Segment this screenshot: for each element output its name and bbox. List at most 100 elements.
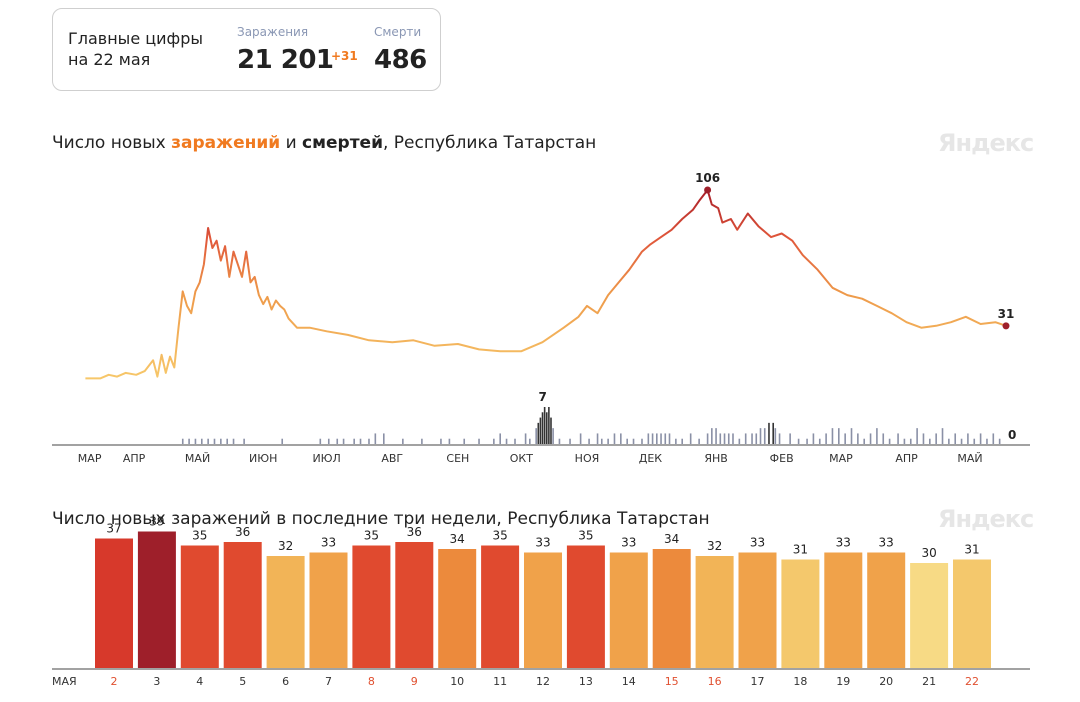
deaths-bar	[213, 438, 216, 444]
bar-category-label: 14	[622, 675, 636, 688]
x-tick-label: СЕН	[446, 452, 469, 465]
day-bar	[738, 552, 777, 668]
x-tick-label: ИЮН	[249, 452, 277, 465]
deaths-bar	[755, 433, 758, 444]
deaths-bar	[200, 438, 203, 444]
deaths-bar	[188, 438, 190, 444]
bar-category-label: 11	[493, 675, 507, 688]
bar-category-label: 2	[111, 675, 118, 688]
deaths-bar	[539, 417, 542, 444]
x-tick-label: ДЕК	[639, 452, 663, 465]
deaths-bar	[948, 438, 950, 444]
day-bar	[652, 549, 691, 668]
summary-title-line1: Главные цифры	[68, 29, 203, 48]
day-bar	[524, 552, 562, 668]
day-bar	[223, 542, 262, 668]
day-bar	[867, 552, 906, 668]
deaths-bar	[402, 438, 404, 444]
deaths-bar	[600, 438, 603, 444]
bar-value-label: 35	[492, 529, 507, 543]
deaths-bar	[774, 428, 777, 444]
deaths-bar	[181, 438, 184, 444]
deaths-bar	[220, 438, 222, 444]
x-tick-label: ФЕВ	[770, 452, 794, 465]
bar-category-label: 21	[922, 675, 936, 688]
annotation-dot-1	[1002, 322, 1010, 330]
deaths-bar	[353, 438, 355, 444]
deaths-bar	[751, 433, 753, 444]
deaths-bar	[243, 438, 245, 444]
deaths-bar	[359, 438, 362, 444]
deaths-bar	[723, 433, 726, 444]
deaths-bar	[850, 428, 853, 444]
day-bar	[395, 542, 434, 668]
annotation-label-1: 31	[998, 307, 1015, 321]
bar-value-label: 34	[664, 532, 679, 546]
day-bar	[352, 545, 391, 668]
deaths-bar	[569, 438, 571, 444]
deaths-bar	[954, 433, 957, 444]
deaths-bar	[319, 438, 322, 444]
deaths-bar	[499, 433, 501, 444]
x-tick-label: МАЙ	[957, 452, 982, 465]
bar-value-label: 33	[535, 536, 550, 550]
deaths-bar	[281, 438, 284, 444]
chart1-title-infections: заражений	[171, 133, 281, 153]
bar-value-label: 36	[407, 525, 422, 539]
bar-category-label: 3	[153, 675, 160, 688]
day-bar	[180, 545, 219, 668]
bar-value-label: 31	[793, 543, 808, 557]
month-label: МАЯ	[52, 675, 77, 688]
deaths-bar	[818, 438, 821, 444]
day-bar	[481, 545, 520, 668]
deaths-bar	[960, 438, 963, 444]
deaths-bar	[838, 428, 840, 444]
chart1-title-prefix: Число новых	[52, 133, 172, 153]
deaths-bar	[607, 438, 609, 444]
deaths-bar	[844, 433, 846, 444]
deaths-bar	[550, 417, 552, 444]
deaths-bar	[738, 438, 741, 444]
deaths-bar	[514, 438, 516, 444]
deaths-bar	[548, 407, 550, 444]
deaths-bar	[342, 438, 345, 444]
deaths-bar	[336, 438, 339, 444]
day-bar	[309, 552, 348, 668]
bar-value-label: 33	[836, 536, 851, 550]
day-bar	[438, 549, 477, 668]
bar-value-label: 36	[235, 525, 250, 539]
bar-category-label: 22	[965, 675, 979, 688]
deaths-bar	[935, 433, 937, 444]
deaths-bar	[537, 422, 540, 444]
bar-category-label: 5	[239, 675, 246, 688]
bar-value-label: 32	[278, 539, 293, 553]
day-bar	[566, 545, 605, 668]
deaths-bar	[909, 438, 912, 444]
deaths-bar	[882, 433, 885, 444]
bar-value-label: 37	[106, 522, 121, 536]
deaths-label: Смерти	[374, 25, 422, 39]
deaths-bar	[478, 438, 480, 444]
bar-category-label: 15	[665, 675, 679, 688]
three-weeks-bar-chart: 37 2 39 3 35 4 36 5 32 6 33 7 35 8 36 9 34 10 35 11 33 12 35 13…	[52, 515, 1030, 688]
deaths-bar	[668, 433, 671, 444]
x-tick-label: АПР	[895, 452, 918, 465]
deaths-bar	[732, 433, 734, 444]
deaths-bar	[232, 438, 235, 444]
bar-value-label: 33	[879, 536, 894, 550]
deaths-bar	[929, 438, 931, 444]
deaths-bar	[647, 433, 650, 444]
deaths-bar	[664, 433, 667, 444]
deaths-bar	[806, 438, 808, 444]
deaths-bar	[552, 428, 554, 444]
deaths-bar	[992, 433, 995, 444]
bar-category-label: 10	[450, 675, 464, 688]
bar-value-label: 31	[964, 543, 979, 557]
x-tick-label: МАЙ	[185, 452, 210, 465]
infections-total: 21 201	[237, 45, 334, 75]
deaths-bar	[869, 433, 872, 444]
deaths-bar	[916, 428, 918, 444]
bar-category-label: 18	[793, 675, 807, 688]
deaths-bar	[207, 438, 209, 444]
deaths-bar	[706, 433, 709, 444]
